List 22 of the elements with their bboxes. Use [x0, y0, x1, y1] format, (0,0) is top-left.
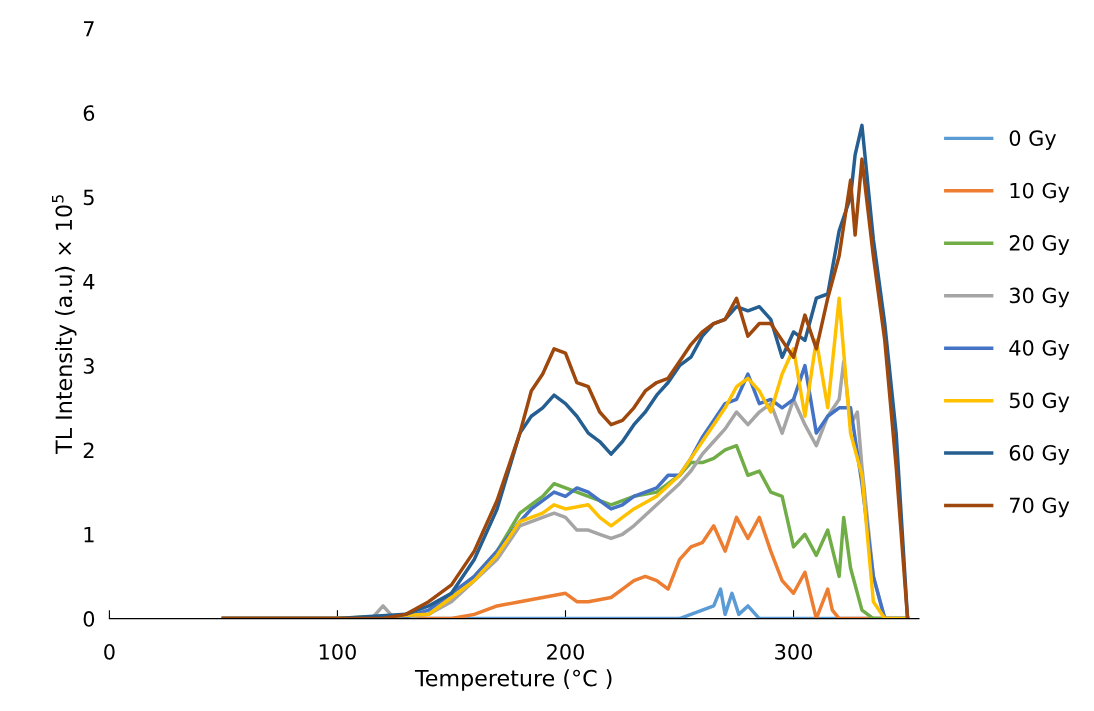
legend-label: 70 Gy	[1010, 497, 1070, 518]
y-tick-label: 1	[84, 526, 94, 543]
legend-label: 40 Gy	[1009, 340, 1070, 360]
x-tick-label: 300	[775, 643, 813, 660]
y-tick-label: 7	[83, 21, 94, 37]
y-tick-label: 3	[83, 358, 94, 374]
x-tick-label: 200	[547, 643, 584, 660]
legend-label: 50 Gy	[1009, 392, 1070, 413]
legend-label: 60 Gy	[1009, 444, 1070, 465]
y-tick-label: 2	[83, 442, 94, 458]
x-tick-label: 100	[319, 643, 356, 660]
legend-label: 10 Gy	[1010, 182, 1070, 203]
y-tick-label: 5	[83, 189, 94, 206]
legend-label: 0 Gy	[1009, 130, 1057, 150]
legend-label: 20 Gy	[1009, 235, 1070, 255]
x-tick-label: 0	[104, 643, 115, 660]
y-tick-label: 6	[83, 105, 95, 121]
y-tick-label: 4	[83, 274, 95, 290]
y-tick-label: 0	[83, 611, 95, 627]
y-axis-title: TL Intensity (a.u) × 10$^{5}$	[52, 195, 77, 454]
legend-label: 30 Gy	[1009, 287, 1070, 308]
x-axis-title: Tempereture (°C )	[414, 669, 612, 691]
